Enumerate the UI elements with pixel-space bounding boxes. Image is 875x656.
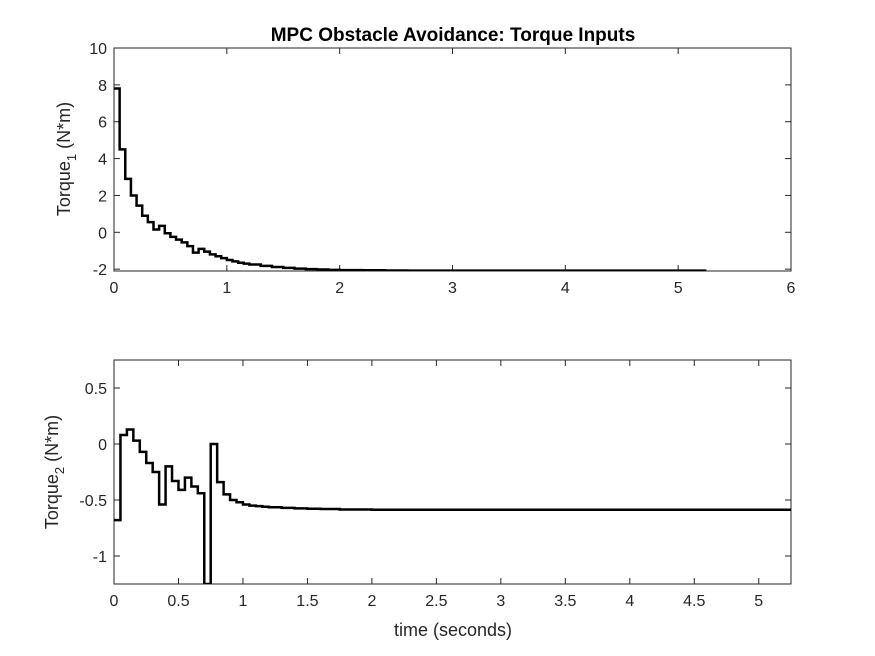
- y-tick-label: 6: [98, 115, 107, 132]
- x-tick-label: 0: [110, 280, 119, 297]
- series-group-1: [114, 87, 707, 271]
- x-tick-label: 5: [754, 593, 763, 610]
- x-tick-label: 0.5: [167, 593, 189, 610]
- y-tick-label: 8: [98, 78, 107, 95]
- x-tick-label: 1.5: [296, 593, 318, 610]
- x-tick-label: 6: [787, 280, 796, 297]
- series-line-1: [114, 87, 707, 271]
- y-axis-label-unit-1: (N*m): [54, 102, 74, 154]
- y-tick-label: -0.5: [79, 493, 107, 510]
- chart-title: MPC Obstacle Avoidance: Torque Inputs: [271, 25, 636, 46]
- axes-frame-2: [113, 359, 792, 585]
- y-tick-label: 0.5: [85, 381, 107, 398]
- y-tick-label: 4: [98, 152, 107, 169]
- x-tick-label: 0: [110, 593, 119, 610]
- y-tick-label: 0: [98, 225, 107, 242]
- y-axis-label-base-2: Torque: [42, 474, 62, 529]
- x-tick-label: 2.5: [425, 593, 447, 610]
- y-axis-label-base-1: Torque: [54, 161, 74, 216]
- subplot-1: MPC Obstacle Avoidance: Torque Inputs 0 1…: [54, 25, 796, 297]
- subplot-2: 0 0.5 1 1.5 2 2.5 3 3.5 4 4.5 5 -1-0.500.5 Torque2…: [42, 359, 792, 640]
- x-axis-label: time (seconds): [394, 620, 512, 640]
- x-tick-label: 3: [496, 593, 505, 610]
- series-line-2: [114, 428, 791, 584]
- x-tick-label: 4: [625, 593, 634, 610]
- y-axis-label-2: Torque2 (N*m): [42, 415, 67, 529]
- x-tick-label: 4.5: [683, 593, 705, 610]
- y-tick-label: 2: [98, 188, 107, 205]
- y-axis-label-unit-2: (N*m): [42, 415, 62, 467]
- x-axis-ticks-2: 0 0.5 1 1.5 2 2.5 3 3.5 4 4.5 5: [110, 360, 763, 610]
- y-tick-label: 10: [89, 41, 107, 58]
- y-axis-ticks-2: -1 -0.5 0 0.5: [79, 381, 791, 566]
- x-tick-label: 1: [238, 593, 247, 610]
- x-tick-label: 3.5: [554, 593, 576, 610]
- y-tick-label: -2: [93, 262, 107, 279]
- x-tick-label: 5: [674, 280, 683, 297]
- x-tick-label: 3: [448, 280, 457, 297]
- x-tick-label: 2: [335, 280, 344, 297]
- series-group-2: [114, 428, 791, 584]
- axes-frame-1: [113, 47, 792, 272]
- y-tick-label: -1: [93, 549, 107, 566]
- x-tick-label: 4: [561, 280, 570, 297]
- y-axis-ticks-1: -2 0 2 4 6 8 10: [89, 41, 791, 279]
- y-axis-label-subscript-2: 2: [52, 467, 67, 474]
- x-tick-label: 1: [222, 280, 231, 297]
- y-tick-label: 0: [98, 437, 107, 454]
- x-tick-label: 2: [367, 593, 376, 610]
- y-axis-label-1: Torque1 (N*m): [54, 102, 79, 216]
- y-axis-label-subscript-1: 1: [64, 154, 79, 161]
